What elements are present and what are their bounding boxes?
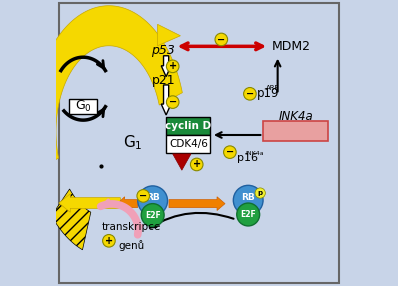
Polygon shape — [161, 56, 171, 77]
Polygon shape — [51, 189, 91, 250]
FancyArrow shape — [117, 197, 138, 210]
Text: p53: p53 — [151, 43, 175, 57]
Text: +: + — [169, 61, 177, 71]
Circle shape — [244, 88, 256, 100]
Text: −: − — [217, 35, 225, 44]
Polygon shape — [173, 154, 191, 170]
Text: G$_0$: G$_0$ — [75, 99, 92, 114]
Text: ARF: ARF — [265, 85, 279, 91]
Text: −: − — [246, 89, 254, 99]
Text: transkripce: transkripce — [102, 223, 162, 232]
Text: p19: p19 — [258, 87, 280, 100]
Circle shape — [237, 203, 259, 226]
Circle shape — [166, 60, 179, 73]
Text: p16: p16 — [237, 154, 258, 163]
Text: p: p — [258, 190, 263, 196]
Text: −: − — [139, 191, 147, 201]
Text: −: − — [169, 97, 177, 107]
Text: E2F: E2F — [145, 210, 160, 220]
Text: INK4a: INK4a — [245, 151, 264, 156]
Text: +: + — [105, 236, 113, 246]
Circle shape — [224, 146, 236, 158]
Circle shape — [137, 190, 150, 202]
FancyBboxPatch shape — [69, 99, 98, 114]
Circle shape — [138, 186, 168, 216]
Circle shape — [215, 33, 228, 46]
Text: −: − — [226, 147, 234, 157]
Circle shape — [233, 185, 263, 215]
FancyArrow shape — [59, 194, 120, 212]
Text: genů: genů — [119, 240, 145, 251]
Text: CDK4/6: CDK4/6 — [169, 139, 208, 149]
FancyBboxPatch shape — [263, 121, 328, 141]
FancyBboxPatch shape — [166, 135, 211, 153]
Text: E2F: E2F — [240, 210, 256, 219]
Text: p21: p21 — [151, 74, 175, 87]
Text: INK4a: INK4a — [278, 110, 313, 123]
Text: cyclin D: cyclin D — [165, 121, 211, 131]
Text: MDM2: MDM2 — [272, 40, 311, 53]
Polygon shape — [32, 6, 182, 170]
Circle shape — [141, 204, 164, 227]
Circle shape — [255, 188, 265, 198]
Polygon shape — [158, 24, 180, 46]
FancyBboxPatch shape — [166, 117, 211, 135]
FancyArrow shape — [169, 197, 225, 210]
Polygon shape — [161, 85, 171, 115]
Text: RB: RB — [241, 193, 255, 202]
Circle shape — [190, 158, 203, 171]
Text: +: + — [193, 160, 201, 169]
Text: G$_1$: G$_1$ — [123, 134, 143, 152]
Circle shape — [103, 235, 115, 247]
FancyBboxPatch shape — [59, 3, 339, 283]
Text: RB: RB — [146, 193, 160, 202]
Circle shape — [166, 96, 179, 108]
